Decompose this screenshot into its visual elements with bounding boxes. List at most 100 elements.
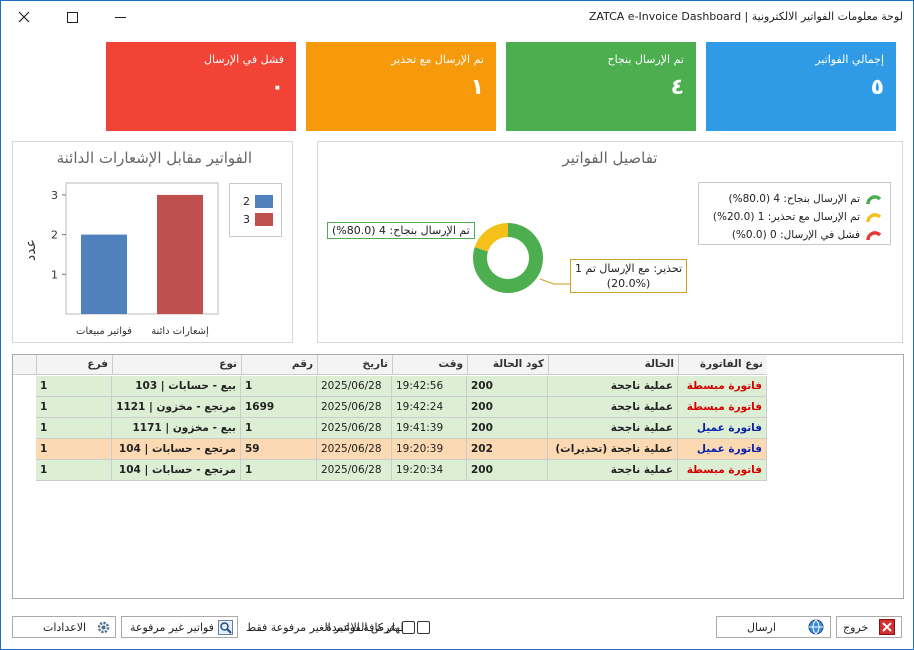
cell-kind[interactable]: مرتجع - مخزون | 1121	[112, 397, 241, 418]
cell-time[interactable]: 19:41:39	[392, 418, 467, 439]
table-row[interactable]: فاتورة عميل عملية ناجحة 200 19:41:39 2025/06…	[36, 418, 767, 439]
cell-time[interactable]: 19:20:34	[392, 460, 467, 481]
bar-1	[81, 234, 127, 314]
bar-2	[157, 194, 203, 314]
cell-status-code[interactable]: 200	[467, 397, 548, 418]
show-unsent-only-label: عرض الفواتير الغير مرفوعة فقط	[246, 621, 397, 634]
cell-branch[interactable]: 1	[36, 439, 112, 460]
pie-chart-legend: تم الإرسال بنجاح: 4 (80.0%) تم الإرسال م…	[698, 182, 891, 245]
send-button[interactable]: ارسال	[716, 616, 831, 638]
card-sent-warning: تم الإرسال مع تحذير ١	[306, 42, 496, 131]
cell-branch[interactable]: 1	[36, 418, 112, 439]
col-kind[interactable]: نوع	[112, 355, 241, 375]
maximize-window-button[interactable]	[49, 5, 95, 29]
cell-kind[interactable]: مرتجع - حسابات | 104	[112, 460, 241, 481]
unsent-invoices-label: فواتير غير مرفوعة	[130, 620, 214, 634]
cell-status[interactable]: عملية ناجحة	[548, 397, 678, 418]
cell-status[interactable]: عملية ناجحة	[548, 376, 678, 397]
table-row[interactable]: فاتورة مبسطة عملية ناجحة 200 19:42:24 2025/0…	[36, 397, 767, 418]
settings-button[interactable]: الاعدادات	[12, 616, 116, 638]
cell-date[interactable]: 2025/06/28	[317, 418, 392, 439]
col-time[interactable]: وقت	[392, 355, 467, 375]
cell-status-code[interactable]: 200	[467, 418, 548, 439]
cell-invoice-type[interactable]: فاتورة مبسطة	[678, 376, 767, 397]
minimize-icon	[114, 16, 126, 18]
table-row[interactable]: فاتورة مبسطة عملية ناجحة 200 19:42:56 2025/0…	[36, 376, 767, 397]
card-total-invoices: إجمالي الفواتير ٥	[706, 42, 896, 131]
cell-time[interactable]: 19:20:39	[392, 439, 467, 460]
exit-button[interactable]: خروج	[836, 616, 902, 638]
y-tick-label: 3	[51, 189, 58, 202]
col-branch[interactable]: فرع	[36, 355, 112, 375]
card-sent-ok: تم الإرسال بنجاح ٤	[506, 42, 696, 131]
bar-chart-title: الفواتير مقابل الإشعارات الدائنة	[56, 149, 252, 167]
cell-status[interactable]: عملية ناجحة (تحذيرات)	[548, 439, 678, 460]
cell-branch[interactable]: 1	[36, 460, 112, 481]
show-unsent-only-option[interactable]: عرض الفواتير الغير مرفوعة فقط	[246, 621, 415, 634]
col-status-code[interactable]: كود الحالة	[467, 355, 548, 375]
col-date[interactable]: تاريخ	[317, 355, 392, 375]
maximize-icon	[66, 11, 78, 23]
cell-status[interactable]: عملية ناجحة	[548, 460, 678, 481]
card-warn-label: تم الإرسال مع تحذير	[391, 53, 484, 66]
show-all-columns-checkbox[interactable]	[417, 621, 431, 634]
green-arc-icon	[866, 195, 882, 205]
cell-time[interactable]: 19:42:24	[392, 397, 467, 418]
callout-sent-ok: تم الإرسال بنجاح: 4 (80.0%)	[327, 222, 475, 239]
pie-chart-panel: تفاصيل الفواتير تم الإرسال بنجاح: 4 (80.…	[317, 141, 903, 343]
cell-kind[interactable]: بيع - مخزون | 1171	[112, 418, 241, 439]
cell-invoice-type[interactable]: فاتورة مبسطة	[678, 397, 767, 418]
cell-date[interactable]: 2025/06/28	[317, 439, 392, 460]
cell-status-code[interactable]: 200	[467, 376, 548, 397]
invoices-grid[interactable]: نوع الفاتورة الحالة كود الحالة وقت تاريخ…	[12, 354, 904, 599]
gear-icon	[97, 621, 110, 633]
cell-branch[interactable]: 1	[36, 376, 112, 397]
col-number[interactable]: رقم	[241, 355, 317, 375]
cell-time[interactable]: 19:42:56	[392, 376, 467, 397]
cell-kind[interactable]: مرتجع - حسابات | 104	[112, 439, 241, 460]
y-tick-label: 1	[51, 268, 58, 281]
legend-swatch-red	[255, 212, 273, 226]
card-total-label: إجمالي الفواتير	[815, 53, 884, 66]
cell-invoice-type[interactable]: فاتورة عميل	[678, 439, 767, 460]
unsent-invoices-button[interactable]: فواتير غير مرفوعة	[121, 616, 238, 638]
show-unsent-only-checkbox[interactable]	[401, 621, 415, 634]
table-row[interactable]: فاتورة عميل عملية ناجحة (تحذيرات) 202 19:20…	[36, 439, 767, 460]
cell-date[interactable]: 2025/06/28	[317, 397, 392, 418]
cell-invoice-type[interactable]: فاتورة عميل	[678, 418, 767, 439]
table-row[interactable]: فاتورة مبسطة عملية ناجحة 200 19:20:34 2025/0…	[36, 460, 767, 481]
cell-date[interactable]: 2025/06/28	[317, 376, 392, 397]
leader-line-warn	[539, 278, 570, 285]
close-window-button[interactable]	[1, 5, 47, 29]
cell-number[interactable]: 1	[241, 460, 317, 481]
close-icon	[18, 11, 30, 23]
pie-legend-ok: تم الإرسال بنجاح: 4 (80.0%)	[728, 193, 882, 205]
cell-branch[interactable]: 1	[36, 397, 112, 418]
cell-number[interactable]: 1	[241, 376, 317, 397]
magnifier-icon	[218, 619, 233, 635]
legend-label: 2	[243, 194, 250, 208]
col-invoice-type[interactable]: نوع الفاتورة	[678, 355, 767, 375]
pie-legend-warn: تم الإرسال مع تحذير: 1 (20.0%)	[713, 211, 882, 223]
col-status[interactable]: الحالة	[548, 355, 678, 375]
show-all-columns-option[interactable]: اظهار كافة الاعمدة	[326, 621, 431, 634]
minimize-window-button[interactable]	[97, 5, 143, 29]
send-globe-icon	[808, 619, 824, 635]
donut-slice-1	[473, 223, 543, 293]
cell-invoice-type[interactable]: فاتورة مبسطة	[678, 460, 767, 481]
exit-icon	[879, 619, 895, 635]
send-label: ارسال	[747, 620, 776, 634]
callout-sent-warning: 1 تحذير: مع الإرسال تم (20.0%)	[570, 259, 688, 293]
cell-number[interactable]: 1699	[241, 397, 317, 418]
cell-date[interactable]: 2025/06/28	[317, 460, 392, 481]
cell-status-code[interactable]: 200	[467, 460, 548, 481]
pie-legend-fail: فشل في الإرسال: 0 (0.0%)	[732, 229, 882, 241]
cell-kind[interactable]: بيع - حسابات | 103	[112, 376, 241, 397]
bar-chart: 1 2 3 فواتير مبيعات إشعارات دائنة	[51, 182, 219, 337]
cell-status[interactable]: عملية ناجحة	[548, 418, 678, 439]
cell-number[interactable]: 1	[241, 418, 317, 439]
cell-number[interactable]: 59	[241, 439, 317, 460]
cell-status-code[interactable]: 202	[467, 439, 548, 460]
plot-area	[65, 182, 219, 315]
